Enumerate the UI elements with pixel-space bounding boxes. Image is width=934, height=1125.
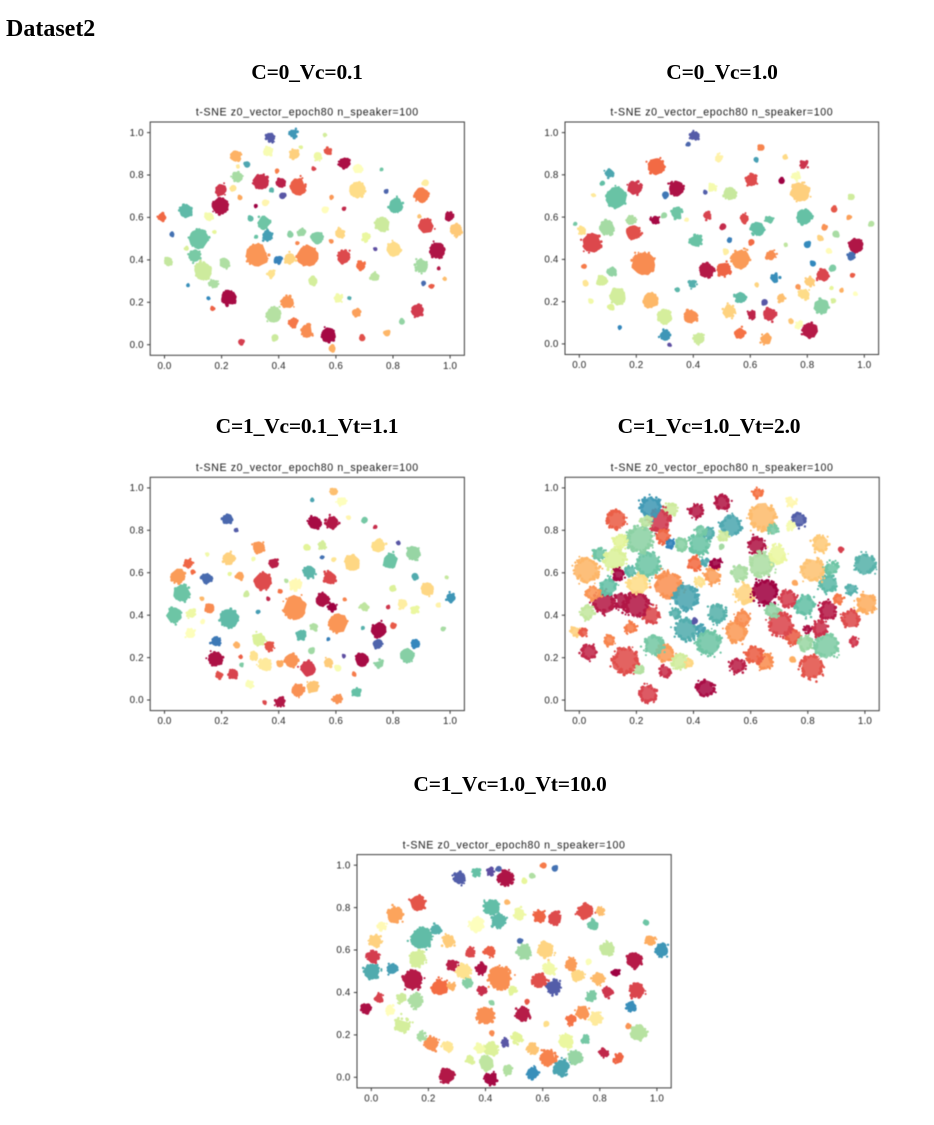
svg-text:1.0: 1.0 <box>544 483 558 494</box>
svg-text:0.2: 0.2 <box>544 297 558 308</box>
svg-text:0.2: 0.2 <box>130 653 144 664</box>
svg-text:0.8: 0.8 <box>544 170 558 181</box>
svg-text:0.0: 0.0 <box>572 716 586 727</box>
svg-text:0.2: 0.2 <box>629 360 643 371</box>
svg-text:0.6: 0.6 <box>744 716 758 727</box>
svg-text:0.2: 0.2 <box>544 653 558 664</box>
svg-text:0.4: 0.4 <box>686 716 700 727</box>
svg-text:1.0: 1.0 <box>130 483 144 494</box>
svg-text:0.6: 0.6 <box>544 212 558 223</box>
svg-text:0.4: 0.4 <box>130 255 144 266</box>
svg-text:0.0: 0.0 <box>544 695 558 706</box>
svg-text:0.8: 0.8 <box>130 526 144 537</box>
svg-text:1.0: 1.0 <box>857 360 871 371</box>
svg-text:0.4: 0.4 <box>272 361 286 372</box>
svg-text:0.2: 0.2 <box>130 298 144 309</box>
svg-text:0.0: 0.0 <box>130 695 144 706</box>
svg-text:0.8: 0.8 <box>544 526 558 537</box>
svg-text:0.6: 0.6 <box>329 361 343 372</box>
svg-text:0.4: 0.4 <box>686 360 700 371</box>
svg-text:0.6: 0.6 <box>544 568 558 579</box>
svg-text:0.6: 0.6 <box>743 360 757 371</box>
svg-text:0.0: 0.0 <box>572 360 586 371</box>
svg-text:0.8: 0.8 <box>386 716 400 727</box>
svg-text:0.6: 0.6 <box>329 716 343 727</box>
svg-text:0.2: 0.2 <box>215 361 229 372</box>
svg-text:1.0: 1.0 <box>443 716 457 727</box>
svg-text:0.2: 0.2 <box>215 716 229 727</box>
svg-text:0.0: 0.0 <box>544 339 558 350</box>
svg-text:0.4: 0.4 <box>544 255 558 266</box>
svg-text:1.0: 1.0 <box>443 361 457 372</box>
svg-text:0.8: 0.8 <box>801 716 815 727</box>
svg-text:0.6: 0.6 <box>130 213 144 224</box>
svg-text:1.0: 1.0 <box>130 128 144 139</box>
svg-text:0.2: 0.2 <box>629 716 643 727</box>
svg-text:0.4: 0.4 <box>272 716 286 727</box>
svg-text:t-SNE z0_vector_epoch80 n_spea: t-SNE z0_vector_epoch80 n_speaker=100 <box>610 107 833 119</box>
svg-text:0.0: 0.0 <box>130 340 144 351</box>
svg-text:0.0: 0.0 <box>157 361 171 372</box>
svg-text:0.4: 0.4 <box>544 610 558 621</box>
svg-text:t-SNE z0_vector_epoch80 n_spea: t-SNE z0_vector_epoch80 n_speaker=100 <box>196 462 419 474</box>
svg-text:0.6: 0.6 <box>130 568 144 579</box>
svg-text:t-SNE z0_vector_epoch80 n_spea: t-SNE z0_vector_epoch80 n_speaker=100 <box>196 107 419 119</box>
svg-text:0.8: 0.8 <box>800 360 814 371</box>
svg-text:1.0: 1.0 <box>544 128 558 139</box>
svg-text:1.0: 1.0 <box>858 716 872 727</box>
svg-text:0.0: 0.0 <box>157 716 171 727</box>
svg-text:0.8: 0.8 <box>386 361 400 372</box>
svg-text:0.4: 0.4 <box>130 610 144 621</box>
svg-text:0.8: 0.8 <box>130 170 144 181</box>
